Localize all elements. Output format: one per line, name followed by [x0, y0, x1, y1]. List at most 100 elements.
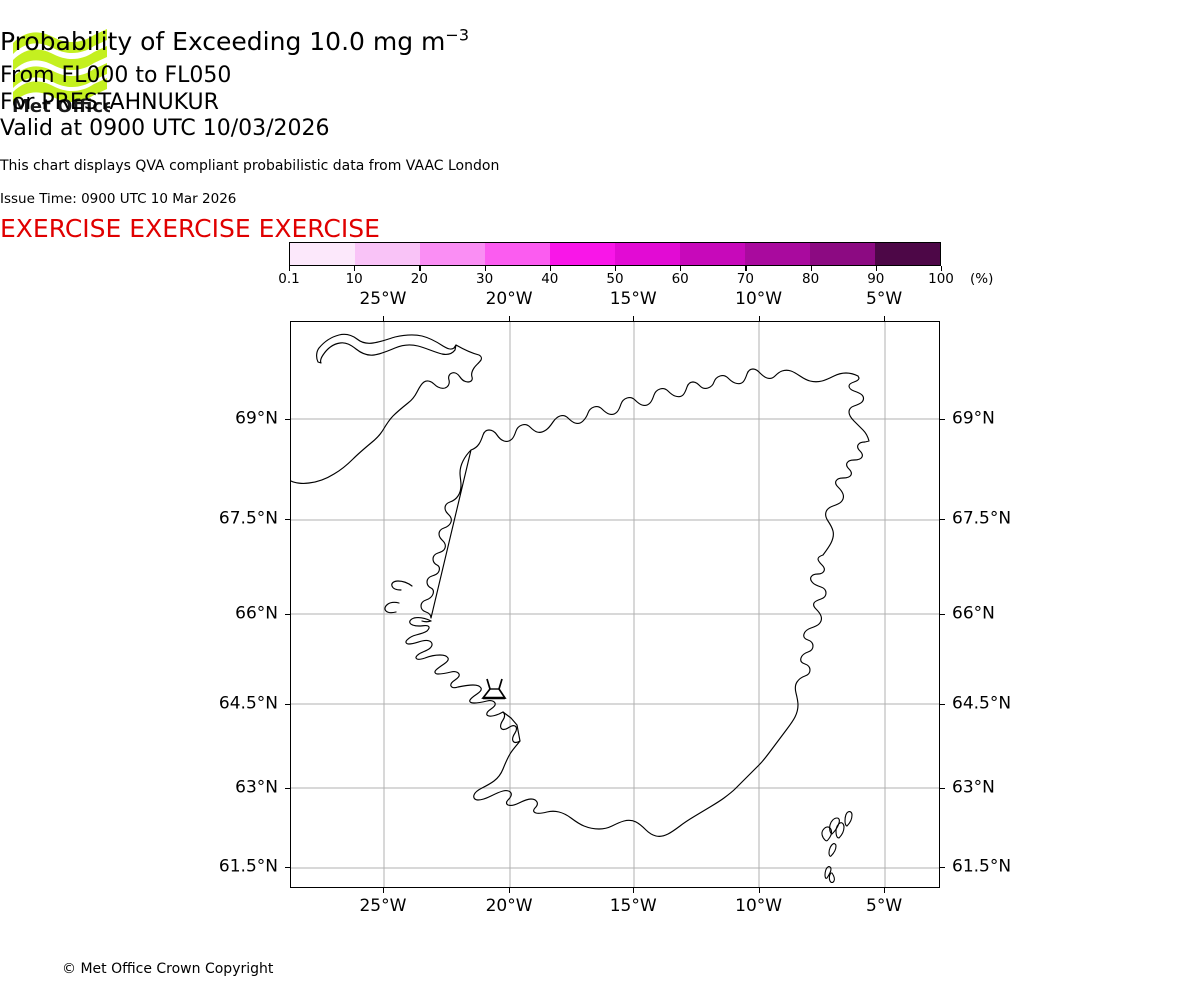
lon-label-top-20°W: 20°W — [485, 289, 533, 309]
lat-label-left-61.5°N: 61.5°N — [218, 856, 278, 877]
colorbar-tick-label-70: 70 — [736, 271, 754, 287]
volcano-name-subtitle: For PRESTAHNUKUR — [0, 90, 219, 115]
lat-label-right-63°N: 63°N — [952, 777, 995, 798]
colorbar-tick-label-0.1: 0.1 — [278, 271, 300, 287]
lat-label-left-69°N: 69°N — [235, 408, 278, 429]
met-office-logo: Met Office — [12, 26, 110, 114]
lon-label-bottom-20°W: 20°W — [485, 896, 533, 916]
lat-label-right-64.5°N: 64.5°N — [952, 693, 1012, 714]
lat-tick-left-63°N — [285, 787, 290, 789]
colorbar-tick-label-80: 80 — [802, 271, 820, 287]
lat-label-left-63°N: 63°N — [235, 777, 278, 798]
lon-tick-bottom-20°W — [509, 888, 511, 893]
lat-label-right-66°N: 66°N — [952, 603, 995, 624]
lon-tick-top-25°W — [382, 316, 385, 321]
colorbar-tick-10 — [354, 266, 356, 271]
lat-label-left-67.5°N: 67.5°N — [218, 508, 278, 529]
lon-tick-bottom-15°W — [633, 888, 635, 893]
valid-time-subtitle: Valid at 0900 UTC 10/03/2026 — [0, 116, 330, 141]
logo-waves — [13, 29, 107, 103]
lon-label-bottom-15°W: 15°W — [609, 896, 657, 916]
colorbar-tick-90 — [875, 266, 877, 271]
iceland-coastline — [384, 368, 870, 837]
lon-tick-top-5°W — [884, 316, 886, 321]
colorbar-segment-9 — [875, 243, 940, 265]
colorbar-tick-20 — [419, 266, 421, 271]
colorbar-segment-0 — [290, 243, 355, 265]
map-plot-area[interactable] — [290, 321, 940, 888]
map-canvas — [291, 322, 939, 887]
map-gridlines — [291, 322, 939, 887]
lat-tick-right-66°N — [940, 613, 945, 615]
colorbar-segment-7 — [745, 243, 810, 265]
lat-label-left-64.5°N: 64.5°N — [218, 693, 278, 714]
lat-label-right-67.5°N: 67.5°N — [952, 508, 1012, 529]
page-title: Probability of Exceeding 10.0 mg m−3 — [0, 26, 1200, 58]
lon-label-top-5°W: 5°W — [866, 289, 903, 309]
colorbar-tick-label-10: 10 — [345, 271, 363, 287]
exercise-banner: EXERCISE EXERCISE EXERCISE — [0, 214, 380, 243]
colorbar-segment-3 — [485, 243, 550, 265]
colorbar-tick-70 — [745, 266, 747, 271]
colorbar-gradient — [289, 242, 941, 266]
colorbar-tick-label-60: 60 — [671, 271, 689, 287]
lon-tick-top-10°W — [758, 316, 760, 321]
lon-tick-bottom-25°W — [382, 888, 385, 893]
colorbar-tick-80 — [810, 266, 812, 271]
colorbar-units-label: (%) — [970, 271, 994, 287]
lon-label-top-25°W: 25°W — [359, 289, 407, 309]
met-office-wordmark: Met Office — [12, 96, 110, 114]
lat-tick-right-67.5°N — [940, 518, 945, 520]
met-office-logo-graphic: Met Office — [12, 29, 110, 114]
colorbar-segment-4 — [550, 243, 615, 265]
page-title-exponent: −3 — [445, 25, 470, 45]
flight-level-subtitle: From FL000 to FL050 — [0, 63, 232, 88]
lat-tick-right-69°N — [940, 418, 945, 420]
colorbar-tick-60 — [680, 266, 682, 271]
faroe-islands-coastline — [821, 811, 853, 884]
colorbar-tick-100 — [941, 266, 943, 271]
lon-label-bottom-10°W: 10°W — [735, 896, 783, 916]
lon-label-top-15°W: 15°W — [609, 289, 657, 309]
copyright-notice: © Met Office Crown Copyright — [62, 961, 274, 977]
volcano-marker[interactable] — [481, 678, 507, 700]
colorbar-tick-50 — [615, 266, 617, 271]
colorbar-segment-2 — [420, 243, 485, 265]
lat-tick-left-69°N — [285, 418, 290, 420]
lat-label-right-69°N: 69°N — [952, 408, 995, 429]
lat-tick-left-67.5°N — [285, 518, 290, 520]
lat-tick-left-61.5°N — [285, 867, 290, 869]
lat-tick-left-66°N — [285, 613, 290, 615]
lon-tick-bottom-10°W — [758, 888, 760, 893]
colorbar-tick-label-90: 90 — [867, 271, 885, 287]
lon-tick-top-20°W — [509, 316, 511, 321]
lon-label-bottom-25°W: 25°W — [359, 896, 407, 916]
colorbar-tick-label-40: 40 — [541, 271, 559, 287]
greenland-coastline — [291, 333, 482, 484]
qva-compliance-note: This chart displays QVA compliant probab… — [0, 158, 500, 174]
lon-tick-bottom-5°W — [884, 888, 886, 893]
lat-label-left-66°N: 66°N — [235, 603, 278, 624]
issue-time-label: Issue Time: 0900 UTC 10 Mar 2026 — [0, 191, 237, 207]
colorbar-segment-5 — [615, 243, 680, 265]
colorbar-segment-1 — [355, 243, 420, 265]
lat-tick-right-61.5°N — [940, 867, 945, 869]
lat-tick-right-64.5°N — [940, 703, 945, 705]
lon-tick-top-15°W — [633, 316, 635, 321]
colorbar-tick-label-100: 100 — [928, 271, 954, 287]
lat-tick-right-63°N — [940, 787, 945, 789]
colorbar-tick-30 — [484, 266, 486, 271]
lat-label-right-61.5°N: 61.5°N — [952, 856, 1012, 877]
colorbar-tick-label-20: 20 — [410, 271, 428, 287]
ash-probability-map[interactable] — [290, 321, 940, 888]
colorbar-tick-40 — [549, 266, 551, 271]
colorbar-tick-label-30: 30 — [476, 271, 494, 287]
probability-colorbar: 0.1 10 20 30 40 50 60 70 80 90 100 — [278, 242, 954, 287]
colorbar-segment-8 — [810, 243, 875, 265]
colorbar-tick-0.1 — [289, 266, 291, 271]
colorbar-segment-6 — [680, 243, 745, 265]
lat-tick-left-64.5°N — [285, 703, 290, 705]
lon-label-bottom-5°W: 5°W — [866, 896, 903, 916]
page-title-text: Probability of Exceeding 10.0 mg m — [0, 27, 446, 56]
colorbar-tick-label-50: 50 — [606, 271, 624, 287]
